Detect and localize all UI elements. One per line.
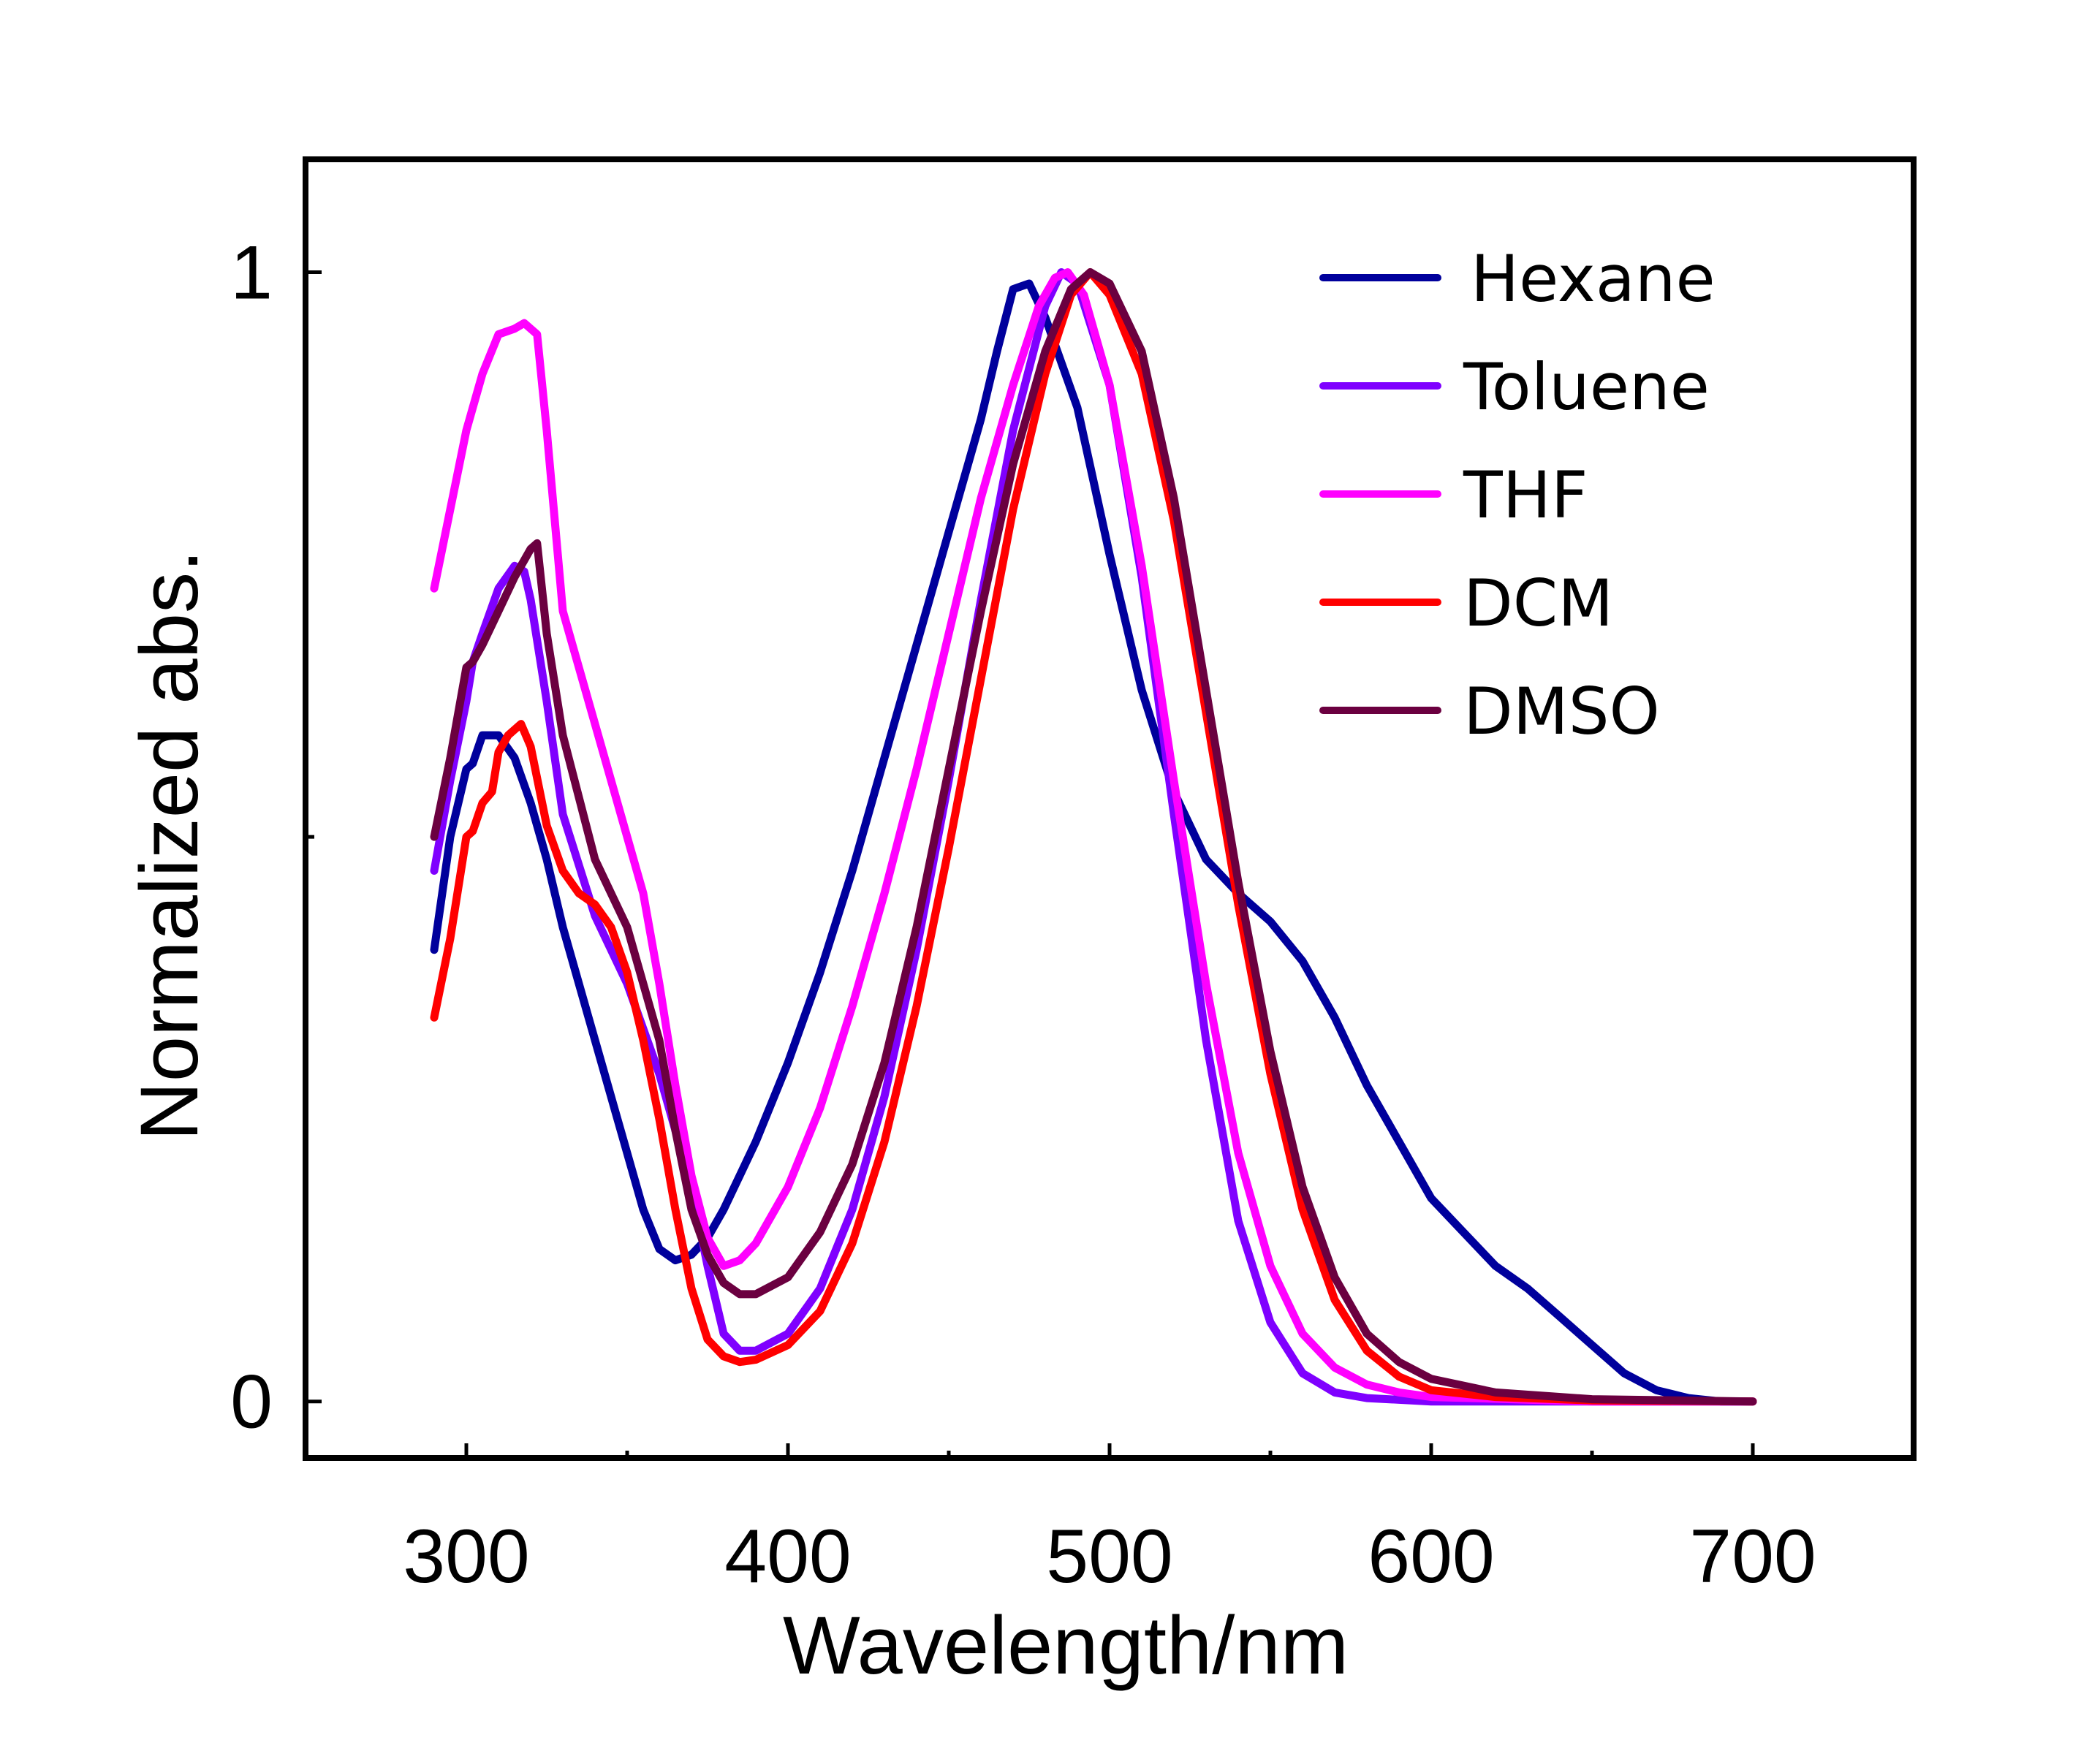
- x-axis-ticks: 300 400 500 600 700: [403, 1443, 1816, 1599]
- legend-label: THF: [1463, 457, 1588, 533]
- legend-item-toluene: Toluene: [1319, 349, 1710, 425]
- x-tick-label: 500: [1046, 1514, 1173, 1599]
- x-tick-label: 300: [403, 1514, 530, 1599]
- x-tick-label: 400: [724, 1514, 852, 1599]
- legend-label: DCM: [1463, 566, 1613, 641]
- series-line-toluene: [430, 268, 1757, 1406]
- y-axis-title: Normalized abs.: [124, 550, 215, 1141]
- series-line-thf: [430, 268, 1757, 1406]
- legend-item-thf: THF: [1319, 457, 1588, 533]
- series-line-dcm: [430, 268, 1757, 1406]
- y-tick-label: 1: [230, 231, 273, 316]
- x-tick-label: 600: [1368, 1514, 1495, 1599]
- legend-item-dmso: DMSO: [1319, 674, 1660, 749]
- y-tick-label: 0: [230, 1360, 273, 1445]
- y-axis-ticks: 01: [230, 231, 322, 1445]
- legend-label: Toluene: [1463, 349, 1710, 425]
- x-tick-label: 700: [1689, 1514, 1816, 1599]
- x-axis-title: Wavelength/nm: [783, 1600, 1349, 1691]
- series-line-hexane: [430, 279, 1757, 1406]
- legend-item-hexane: Hexane: [1319, 241, 1716, 316]
- legend-label: Hexane: [1471, 241, 1716, 316]
- legend-label: DMSO: [1463, 674, 1660, 749]
- legend-item-dcm: DCM: [1319, 566, 1613, 641]
- series-line-dmso: [430, 268, 1757, 1406]
- series-layer: [430, 268, 1757, 1406]
- legend: Hexane Toluene THF DCM DMSO: [1319, 241, 1716, 749]
